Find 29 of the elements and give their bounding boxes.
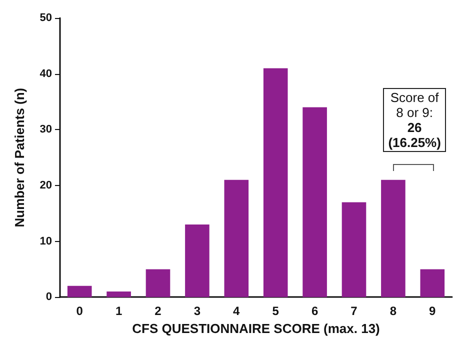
x-tick-label: 4 xyxy=(233,304,240,318)
y-tick-label: 30 xyxy=(40,124,52,136)
x-tick-label: 1 xyxy=(115,304,122,318)
bar xyxy=(263,68,288,298)
bar xyxy=(67,286,92,298)
y-tick-label: 20 xyxy=(40,179,52,192)
y-axis-title: Number of Patients (n) xyxy=(12,88,27,228)
x-tick-label: 8 xyxy=(390,304,397,318)
bar xyxy=(420,269,445,298)
y-tick-label: 0 xyxy=(46,291,52,304)
bar xyxy=(302,107,327,298)
bar xyxy=(106,292,131,298)
x-tick-label: 2 xyxy=(154,304,162,318)
y-tick-label: 10 xyxy=(40,235,52,248)
y-tick-label: 50 xyxy=(40,12,52,24)
bar xyxy=(381,180,406,298)
x-tick-label: 3 xyxy=(194,304,201,318)
x-tick-label: 7 xyxy=(350,304,358,318)
x-tick-label: 5 xyxy=(272,304,280,318)
bar xyxy=(146,269,170,298)
annotation: Score of 8 or 9: 26 (16.25%) xyxy=(388,90,441,150)
bar xyxy=(185,224,210,298)
x-tick-label: 9 xyxy=(429,304,436,318)
bar xyxy=(342,202,366,298)
y-tick-label: 40 xyxy=(40,68,52,80)
bar xyxy=(224,180,249,298)
x-axis-title: CFS QUESTIONNAIRE SCORE (max. 13) xyxy=(132,321,380,336)
x-tick-label: 6 xyxy=(311,304,318,318)
x-tick-label: 0 xyxy=(76,304,84,318)
